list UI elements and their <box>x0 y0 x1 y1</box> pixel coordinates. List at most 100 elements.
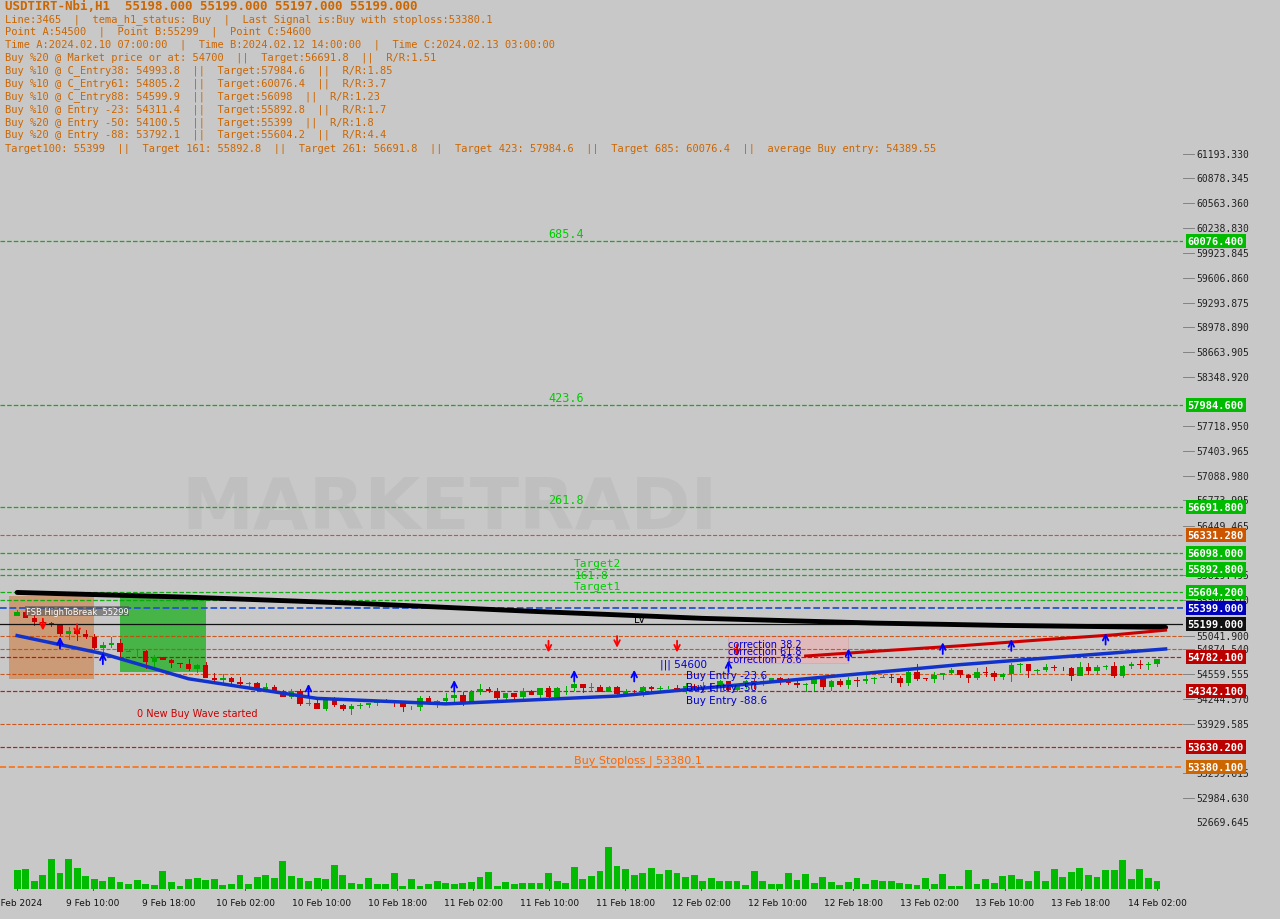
Bar <box>82 876 90 889</box>
Bar <box>195 665 200 670</box>
Bar <box>288 877 294 889</box>
Text: 9 Feb 10:00: 9 Feb 10:00 <box>67 898 120 907</box>
Bar <box>31 881 37 889</box>
Bar <box>1069 668 1074 676</box>
Bar <box>768 884 774 889</box>
Bar <box>211 678 218 680</box>
Bar <box>742 682 749 686</box>
Bar <box>244 884 252 889</box>
Bar <box>965 870 972 889</box>
Bar <box>657 688 663 689</box>
Bar <box>932 675 937 679</box>
Bar <box>1137 869 1143 889</box>
Bar <box>726 682 731 691</box>
Bar <box>1060 877 1066 889</box>
Bar <box>700 687 705 688</box>
Bar <box>922 878 929 889</box>
Text: 14 Feb 02:00: 14 Feb 02:00 <box>1128 898 1187 907</box>
Bar <box>803 684 809 686</box>
Text: 55504.510: 55504.510 <box>1197 596 1249 606</box>
Text: 53630.200: 53630.200 <box>1188 743 1244 753</box>
Bar <box>160 871 166 889</box>
Bar <box>100 880 106 889</box>
Bar <box>622 869 628 889</box>
Bar <box>623 691 628 694</box>
Bar <box>237 875 243 889</box>
Bar <box>374 701 380 703</box>
Bar <box>271 878 278 889</box>
Text: 12 Feb 18:00: 12 Feb 18:00 <box>823 898 882 907</box>
Text: LV: LV <box>634 615 645 625</box>
Bar <box>1102 870 1108 889</box>
Bar <box>845 881 852 889</box>
Bar <box>957 671 963 675</box>
Bar <box>211 879 218 889</box>
Bar <box>177 886 183 889</box>
Bar <box>416 886 424 889</box>
Text: Buy %10 @ C_Entry38: 54993.8  ||  Target:57984.6  ||  R/R:1.85: Buy %10 @ C_Entry38: 54993.8 || Target:5… <box>5 65 392 76</box>
Text: 13 Feb 18:00: 13 Feb 18:00 <box>1051 898 1111 907</box>
Bar <box>872 678 877 679</box>
Bar <box>991 883 997 889</box>
Bar <box>65 859 72 889</box>
Text: 60878.345: 60878.345 <box>1197 174 1249 184</box>
Bar <box>820 678 826 687</box>
Bar <box>974 672 979 678</box>
Bar <box>1076 868 1083 889</box>
Text: 55041.900: 55041.900 <box>1197 631 1249 641</box>
Text: Target1: Target1 <box>575 581 622 591</box>
Bar <box>965 675 972 678</box>
Bar <box>854 879 860 889</box>
Bar <box>168 882 175 889</box>
Bar <box>914 673 920 679</box>
Bar <box>253 877 261 889</box>
Bar <box>836 885 844 889</box>
Text: ||| 54600: ||| 54600 <box>660 659 707 669</box>
Text: 53929.585: 53929.585 <box>1197 719 1249 729</box>
Bar <box>49 623 54 626</box>
Bar <box>1146 664 1151 665</box>
Bar <box>151 885 157 889</box>
Bar <box>640 687 645 691</box>
Bar <box>485 872 492 889</box>
Bar <box>315 703 320 709</box>
Bar <box>434 701 440 703</box>
Bar <box>545 688 552 698</box>
Text: 61193.330: 61193.330 <box>1197 150 1249 159</box>
Bar <box>605 687 612 692</box>
Bar <box>648 868 655 889</box>
Bar <box>468 693 474 702</box>
Bar <box>554 688 559 698</box>
Bar <box>598 687 603 692</box>
Bar <box>271 687 276 692</box>
Text: Buy Entry -50: Buy Entry -50 <box>686 682 756 692</box>
Bar <box>229 678 234 682</box>
Bar <box>562 883 570 889</box>
Bar <box>125 884 132 889</box>
Text: 54782.100: 54782.100 <box>1188 652 1244 662</box>
Bar <box>785 873 792 889</box>
Bar <box>193 878 201 889</box>
Text: 55399.000: 55399.000 <box>1188 604 1244 614</box>
Bar <box>365 879 372 889</box>
Bar <box>529 691 534 695</box>
Bar <box>348 883 355 889</box>
Bar <box>425 884 431 889</box>
Text: 54244.570: 54244.570 <box>1197 694 1249 704</box>
Bar <box>1111 869 1117 889</box>
Bar <box>1025 880 1032 889</box>
Bar <box>339 875 347 889</box>
Bar <box>417 698 422 708</box>
Bar <box>280 692 285 698</box>
Text: 59606.860: 59606.860 <box>1197 274 1249 284</box>
Text: 57088.980: 57088.980 <box>1197 471 1249 482</box>
Text: Time A:2024.02.10 07:00:00  |  Time B:2024.02.12 14:00:00  |  Time C:2024.02.13 : Time A:2024.02.10 07:00:00 | Time B:2024… <box>5 40 554 51</box>
Bar <box>305 881 312 889</box>
Bar <box>717 682 723 686</box>
Bar <box>1085 667 1091 672</box>
Bar <box>374 884 380 889</box>
Bar <box>237 682 243 685</box>
Bar <box>9 596 95 679</box>
Bar <box>108 878 115 889</box>
Bar <box>14 870 20 889</box>
